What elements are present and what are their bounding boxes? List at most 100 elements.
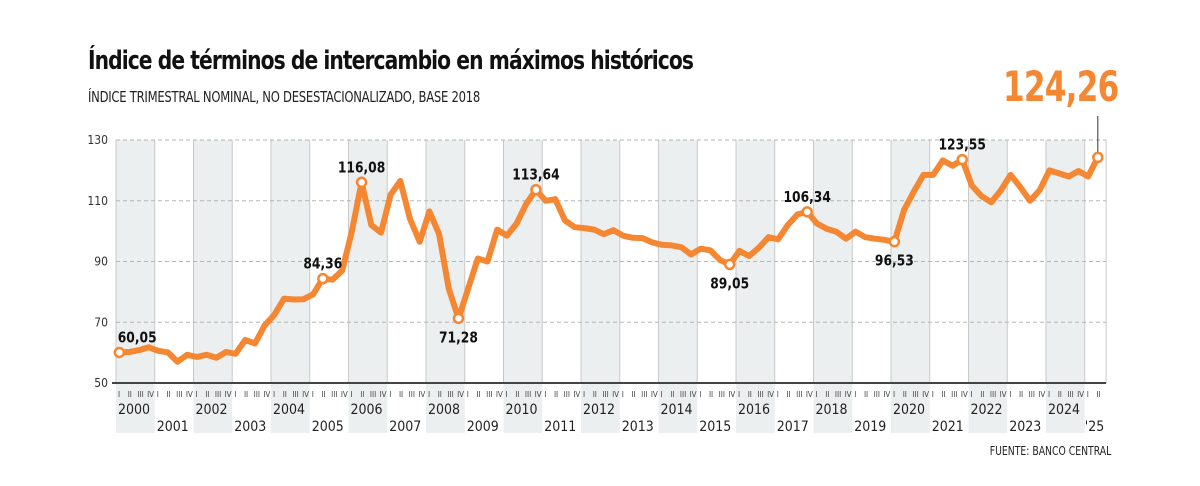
quarter-tick-label: IV xyxy=(418,390,425,399)
quarter-tick-label: I xyxy=(118,390,120,399)
quarter-tick-label: III xyxy=(137,390,143,399)
quarter-tick-label: IV xyxy=(690,390,697,399)
year-label: 2012 xyxy=(583,402,615,418)
quarter-tick-label: IV xyxy=(147,390,154,399)
quarter-tick-label: I xyxy=(893,390,895,399)
quarter-tick-label: II xyxy=(670,390,674,399)
quarter-tick-label: III xyxy=(447,390,453,399)
year-label: '25 xyxy=(1085,419,1104,435)
year-band xyxy=(116,140,155,433)
quarter-tick-label: II xyxy=(476,390,480,399)
data-point-marker xyxy=(452,312,465,325)
latest-value-highlight: 124,26 xyxy=(1003,62,1119,111)
quarter-tick-label: I xyxy=(428,390,430,399)
data-label: 84,36 xyxy=(303,256,342,273)
quarter-tick-label: IV xyxy=(767,390,774,399)
quarter-tick-label: II xyxy=(825,390,829,399)
quarter-tick-label: I xyxy=(1087,390,1089,399)
quarter-tick-label: IV xyxy=(883,390,890,399)
quarter-tick-label: III xyxy=(680,390,686,399)
quarter-tick-label: IV xyxy=(573,390,580,399)
quarter-tick-label: I xyxy=(971,390,973,399)
chart-title: Índice de términos de intercambio en máx… xyxy=(88,46,694,76)
year-band xyxy=(1046,140,1085,433)
quarter-tick-label: IV xyxy=(186,390,193,399)
year-band xyxy=(658,140,698,433)
quarter-tick-label: II xyxy=(515,390,519,399)
quarter-tick-label: IV xyxy=(728,390,735,399)
quarter-tick-label: II xyxy=(244,390,248,399)
quarter-tick-label: I xyxy=(351,390,353,399)
quarter-tick-label: II xyxy=(1096,390,1100,399)
data-point-marker xyxy=(317,272,329,285)
data-label: 89,05 xyxy=(710,275,749,292)
year-label: 2019 xyxy=(854,419,886,435)
quarter-tick-label: II xyxy=(593,390,597,399)
quarter-tick-label: II xyxy=(786,390,790,399)
quarter-tick-label: II xyxy=(903,390,907,399)
data-label: 113,64 xyxy=(512,167,559,184)
data-point-marker xyxy=(723,258,736,271)
year-band xyxy=(581,140,620,433)
quarter-tick-label: III xyxy=(292,390,298,399)
year-band xyxy=(271,140,310,433)
quarter-tick-label: III xyxy=(486,390,492,399)
quarter-tick-label: III xyxy=(1029,390,1035,399)
data-label: 116,08 xyxy=(338,159,385,176)
year-label: 2023 xyxy=(1009,419,1041,435)
chart-subtitle: ÍNDICE TRIMESTRAL NOMINAL, NO DESESTACIO… xyxy=(88,88,480,106)
data-point-marker xyxy=(113,346,126,359)
quarter-tick-label: II xyxy=(128,390,132,399)
series-line xyxy=(116,154,1101,365)
year-label: 2007 xyxy=(389,419,421,435)
year-label: 2008 xyxy=(428,402,460,418)
quarter-tick-label: I xyxy=(1009,390,1011,399)
data-point-marker xyxy=(888,235,901,248)
quarter-tick-label: IV xyxy=(845,390,852,399)
quarter-tick-label: I xyxy=(506,390,508,399)
y-tick-label: 110 xyxy=(87,194,108,208)
data-point-marker xyxy=(801,206,813,218)
quarter-tick-label: IV xyxy=(457,390,464,399)
year-label: 2003 xyxy=(234,419,266,435)
quarter-tick-label: IV xyxy=(922,390,929,399)
year-label: 2016 xyxy=(738,402,770,418)
y-tick-label: 50 xyxy=(94,376,108,390)
quarter-tick-label: III xyxy=(912,390,918,399)
quarter-tick-label: III xyxy=(176,390,182,399)
quarter-tick-label: I xyxy=(622,390,624,399)
quarter-tick-label: II xyxy=(283,390,287,399)
quarter-tick-label: III xyxy=(874,390,880,399)
year-band xyxy=(813,140,853,433)
source-note: FUENTE: BANCO CENTRAL xyxy=(989,444,1111,458)
year-label: 2017 xyxy=(777,419,809,435)
quarter-tick-label: IV xyxy=(263,390,270,399)
year-label: 2006 xyxy=(351,402,383,418)
quarter-tick-label: I xyxy=(196,390,198,399)
year-label: 2015 xyxy=(699,419,731,435)
quarter-tick-label: II xyxy=(631,390,635,399)
quarter-tick-label: III xyxy=(990,390,996,399)
quarter-tick-label: IV xyxy=(225,390,232,399)
quarter-tick-label: IV xyxy=(1038,390,1045,399)
quarter-tick-label: IV xyxy=(1077,390,1084,399)
quarter-tick-label: IV xyxy=(806,390,813,399)
quarter-tick-label: IV xyxy=(1000,390,1007,399)
quarter-tick-label: III xyxy=(951,390,957,399)
year-label: 2020 xyxy=(893,402,925,418)
data-label: 96,53 xyxy=(875,253,914,270)
data-label: 71,28 xyxy=(439,329,478,346)
quarter-tick-label: IV xyxy=(302,390,309,399)
annotations: 60,05 84,36 116,08 71,28 113,64 89,05 106,34 96… xyxy=(113,116,1104,359)
year-band xyxy=(193,140,233,433)
quarter-tick-label: I xyxy=(854,390,856,399)
quarter-tick-label: II xyxy=(399,390,403,399)
data-point-marker xyxy=(1092,151,1104,164)
quarter-tick-label: I xyxy=(661,390,663,399)
y-tick-label: 90 xyxy=(94,255,108,269)
quarter-tick-label: III xyxy=(331,390,337,399)
quarter-tick-label: III xyxy=(254,390,260,399)
y-tick-label: 70 xyxy=(94,315,108,329)
year-label: 2013 xyxy=(622,419,654,435)
